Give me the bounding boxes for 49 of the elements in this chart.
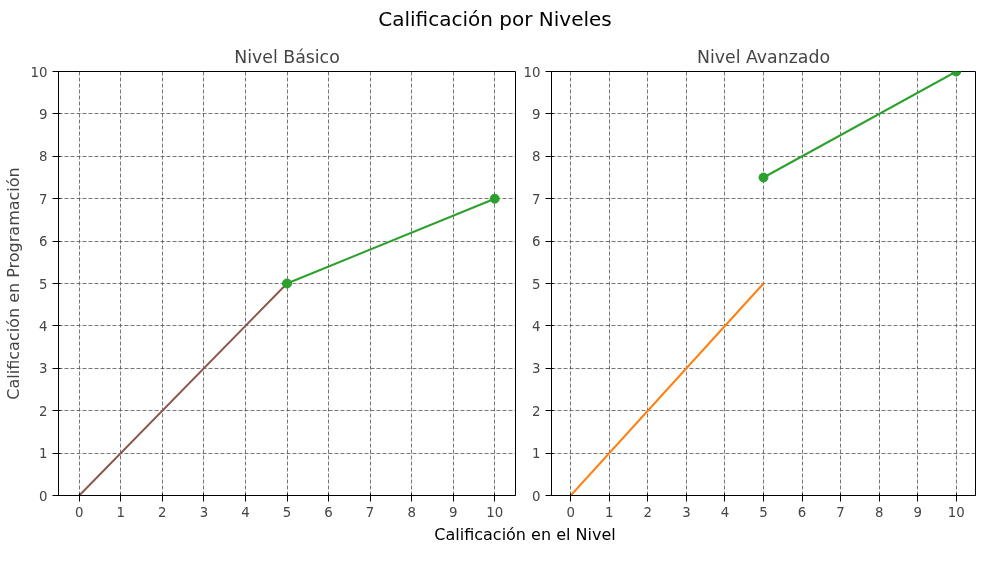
chart-title: Nivel Avanzado <box>696 46 831 67</box>
y-tick-label: 8 <box>532 148 541 164</box>
x-tick-label: 9 <box>913 504 922 520</box>
x-tick-label: 4 <box>241 504 250 520</box>
y-tick-label: 7 <box>532 191 541 207</box>
x-tick-label: 3 <box>682 504 691 520</box>
x-tick-label: 3 <box>199 504 209 520</box>
y-tick-label: 10 <box>523 64 541 80</box>
x-tick-label: 5 <box>282 504 292 520</box>
x-tick-label: 1 <box>605 504 614 520</box>
x-tick-label: 2 <box>158 504 167 520</box>
y-tick-label: 4 <box>39 318 48 334</box>
y-tick-label: 6 <box>39 233 48 249</box>
y-tick-label: 0 <box>532 488 541 504</box>
x-tick-label: 10 <box>486 504 504 520</box>
y-tick-label: 2 <box>39 403 48 419</box>
y-tick-label: 4 <box>532 318 541 334</box>
y-tick-label: 9 <box>39 106 48 122</box>
x-tick-label: 1 <box>116 504 126 520</box>
y-tick-label: 9 <box>532 106 541 122</box>
y-tick-label: 2 <box>532 403 541 419</box>
y-tick-label: 1 <box>39 445 48 461</box>
y-tick-label: 8 <box>39 148 48 164</box>
y-tick-label: 5 <box>39 276 48 292</box>
y-axis-title: Calificación en Programación <box>3 166 23 400</box>
x-tick-label: 7 <box>836 504 845 520</box>
x-tick-label: 2 <box>643 504 653 520</box>
y-tick-label: 3 <box>39 360 48 376</box>
y-tick-label: 1 <box>532 445 541 461</box>
y-tick-label: 0 <box>39 488 48 504</box>
y-tick-label: 5 <box>532 276 541 292</box>
y-tick-label: 3 <box>532 360 541 376</box>
x-tick-label: 6 <box>324 504 333 520</box>
y-tick-label: 7 <box>39 191 48 207</box>
x-tick-label: 4 <box>720 504 730 520</box>
x-tick-label: 0 <box>75 504 84 520</box>
x-tick-label: 8 <box>874 504 884 520</box>
text: Calificación por Niveles <box>378 6 612 33</box>
y-tick-label: 10 <box>30 64 48 80</box>
x-tick-label: 8 <box>407 504 416 520</box>
x-axis-title: Calificación en el Nivel <box>434 523 616 546</box>
chart-title: Nivel Básico <box>234 46 340 67</box>
x-tick-label: 9 <box>448 504 458 520</box>
x-tick-label: 10 <box>947 504 965 520</box>
x-tick-label: 6 <box>797 504 807 520</box>
x-tick-label: 7 <box>365 504 375 520</box>
x-tick-label: 0 <box>566 504 576 520</box>
y-tick-label: 6 <box>532 233 541 249</box>
x-tick-label: 5 <box>759 504 768 520</box>
